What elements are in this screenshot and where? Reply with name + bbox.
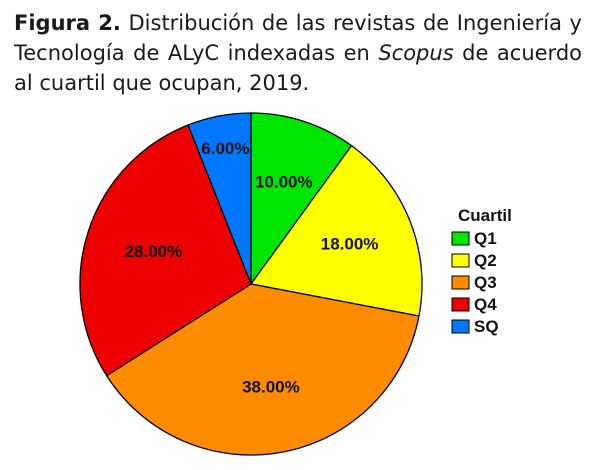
legend-title: Cuartil xyxy=(458,206,512,225)
slice-label-sq: 6.00% xyxy=(201,139,249,158)
pie-slices xyxy=(79,112,423,456)
pie-slice-labels: 10.00% 18.00% 38.00% 28.00% 6.00% xyxy=(125,139,379,397)
legend-swatch-sq xyxy=(451,319,470,334)
legend: Cuartil Q1 Q2 Q3 Q4 SQ xyxy=(451,206,512,336)
caption-text-end: de acuerdo al cuartil que ocupan, 2019. xyxy=(14,41,582,95)
legend-swatch-q2 xyxy=(451,253,470,268)
pie-slice-q2 xyxy=(249,144,423,317)
caption-italic: Scopus xyxy=(378,41,454,65)
legend-label-q1: Q1 xyxy=(474,229,497,248)
figure-label: Figura 2. xyxy=(14,11,121,35)
slice-label-q1: 10.00% xyxy=(255,173,313,192)
pie-slice-sq xyxy=(187,112,252,285)
legend-label-q4: Q4 xyxy=(474,295,497,314)
caption-text: Distribución de las revistas de Ingenier… xyxy=(14,11,582,65)
figure-caption: Figura 2. Distribución de las revistas d… xyxy=(14,8,582,98)
legend-swatch-q1 xyxy=(451,231,470,246)
legend-swatch-q3 xyxy=(451,275,470,290)
pie-slice-q1 xyxy=(250,112,353,287)
slice-label-q3: 38.00% xyxy=(242,378,300,397)
legend-label-q2: Q2 xyxy=(474,251,497,270)
legend-label-sq: SQ xyxy=(474,317,499,336)
slice-label-q4: 28.00% xyxy=(125,242,183,261)
pie-slice-q4 xyxy=(79,124,252,377)
legend-swatch-q4 xyxy=(451,297,470,312)
slice-label-q2: 18.00% xyxy=(321,234,379,253)
legend-label-q3: Q3 xyxy=(474,273,497,292)
